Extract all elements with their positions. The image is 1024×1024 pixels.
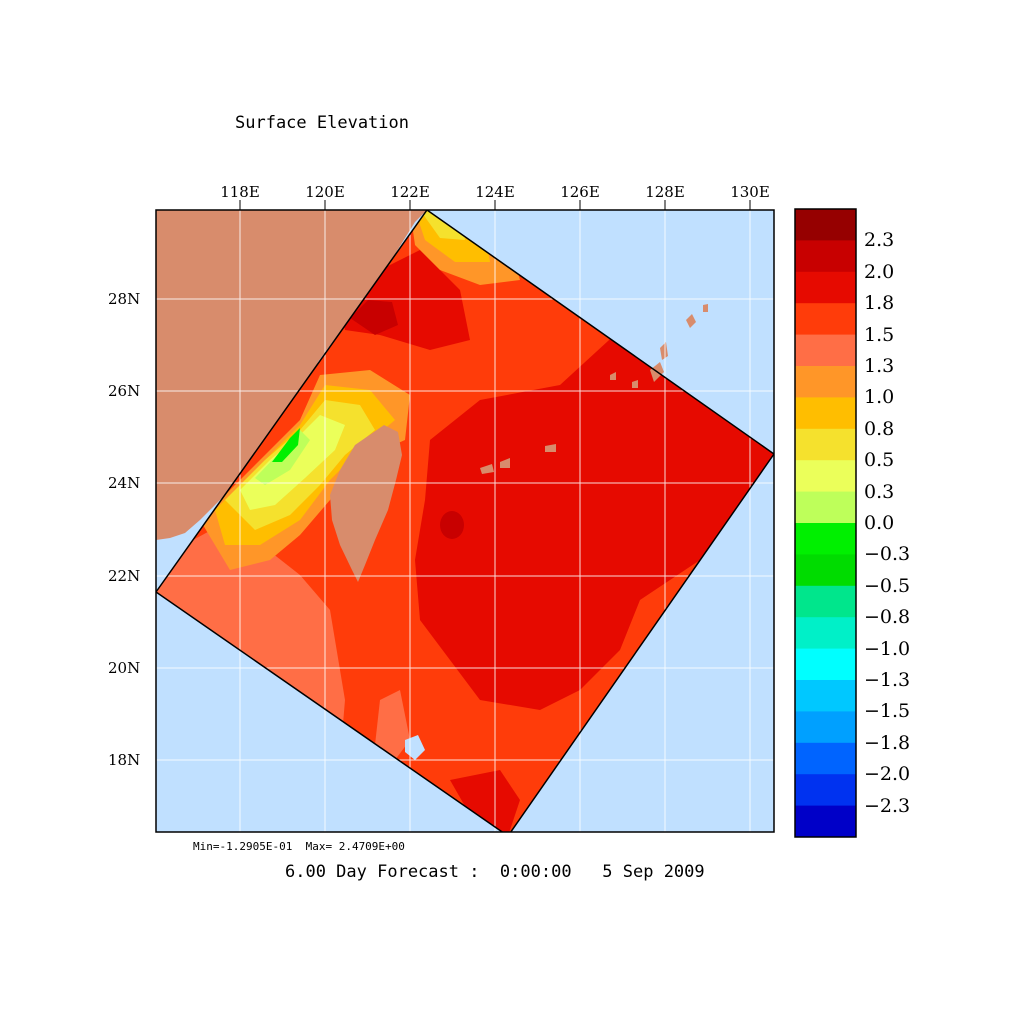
colorbar-label: −0.5 (864, 574, 911, 597)
colorbar-label: 2.3 (864, 229, 895, 252)
colorbar-swatch (795, 428, 856, 461)
colorbar-swatch (795, 648, 856, 681)
lat-label: 22N (108, 567, 141, 585)
colorbar-swatch (795, 209, 856, 241)
colorbar-swatch (795, 397, 856, 430)
lat-label: 24N (108, 474, 141, 492)
colorbar-frame (794, 208, 857, 838)
min-max-readout: Min=-1.2905E-01 Max= 2.4709E+00 (193, 840, 405, 853)
lat-label: 18N (108, 751, 141, 769)
colorbar-swatch (795, 491, 856, 524)
island (480, 464, 494, 474)
forecast-time-caption: 6.00 Day Forecast : 0:00:00 5 Sep 2009 (285, 862, 705, 882)
island (500, 458, 510, 468)
colorbar-swatch (795, 240, 856, 273)
colorbar-swatch (795, 460, 856, 493)
colorbar-swatch (795, 617, 856, 650)
lat-label: 26N (108, 382, 141, 400)
colorbar-swatch (795, 334, 856, 367)
colorbar-label: −0.8 (864, 606, 911, 629)
lon-label: 120E (305, 183, 345, 201)
colorbar-swatch (795, 585, 856, 618)
taiwan-island (330, 425, 402, 582)
lon-label: 124E (475, 183, 515, 201)
colorbar-label: −2.3 (864, 794, 911, 817)
colorbar-label: −1.0 (864, 637, 911, 660)
lon-label: 126E (560, 183, 600, 201)
colorbar-label: −1.5 (864, 700, 911, 723)
island (703, 304, 708, 312)
colorbar-label: 2.0 (864, 260, 895, 283)
colorbar-swatch (795, 271, 856, 304)
colorbar-swatch (795, 774, 856, 807)
colorbar-swatch (795, 711, 856, 744)
colorbar-label: 1.5 (864, 323, 895, 346)
colorbar-swatch (795, 742, 856, 775)
colorbar-swatch (795, 523, 856, 555)
colorbar (794, 208, 857, 838)
colorbar-label: 0.0 (864, 512, 895, 534)
china-landmass (156, 210, 427, 540)
lat-label: 20N (108, 659, 141, 677)
plot-title: Surface Elevation (235, 113, 409, 133)
colorbar-label: 1.0 (864, 386, 895, 409)
colorbar-label: 0.8 (864, 417, 895, 440)
colorbar-label: 0.5 (864, 449, 895, 472)
colorbar-label: −2.0 (864, 763, 911, 786)
colorbar-swatch (795, 303, 856, 336)
lon-label: 122E (390, 183, 430, 201)
colorbar-swatch (795, 680, 856, 712)
island (545, 444, 556, 452)
lon-label: 130E (730, 183, 770, 201)
island (686, 314, 696, 328)
colorbar-swatch (795, 805, 856, 838)
colorbar-swatch (795, 366, 856, 398)
colorbar-label: 0.3 (864, 480, 895, 503)
forecast-domain-outline (156, 210, 774, 832)
colorbar-label: 1.3 (864, 355, 895, 377)
island (610, 372, 616, 380)
lon-label: 118E (220, 183, 260, 201)
island (660, 342, 668, 360)
colorbar-label: −1.8 (864, 731, 911, 754)
lon-label: 128E (645, 183, 685, 201)
colorbar-swatch (795, 554, 856, 587)
lat-label: 28N (108, 290, 141, 308)
colorbar-label: 1.8 (864, 292, 895, 315)
colorbar-label: −1.3 (864, 669, 911, 691)
island (632, 380, 638, 388)
map-frame (155, 209, 775, 833)
colorbar-label: −0.3 (864, 543, 911, 566)
